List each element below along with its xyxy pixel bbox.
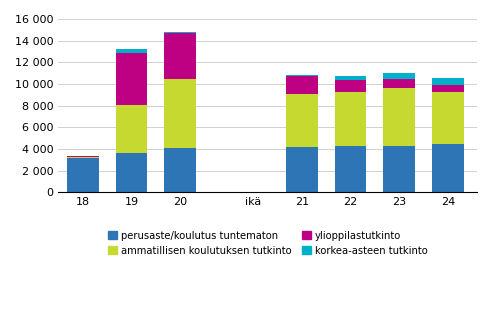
Bar (67, 158, 98, 192)
Bar (67, 156, 98, 157)
Bar (164, 79, 196, 148)
Bar (383, 146, 415, 192)
Bar (286, 94, 318, 147)
Bar (335, 146, 366, 192)
Bar (67, 157, 98, 158)
Bar (164, 32, 196, 33)
Bar (432, 144, 463, 192)
Bar (335, 77, 366, 80)
Bar (335, 92, 366, 146)
Bar (116, 50, 147, 52)
Bar (286, 75, 318, 77)
Bar (116, 153, 147, 192)
Legend: perusaste/koulutus tuntematon, ammatillisen koulutuksen tutkinto, ylioppilastutk: perusaste/koulutus tuntematon, ammatilli… (106, 229, 430, 258)
Bar (432, 92, 463, 144)
Bar (116, 105, 147, 153)
Bar (286, 77, 318, 94)
Bar (116, 52, 147, 105)
Bar (432, 85, 463, 92)
Bar (164, 148, 196, 192)
Bar (432, 78, 463, 85)
Bar (383, 79, 415, 88)
Bar (335, 80, 366, 92)
Bar (286, 147, 318, 192)
Bar (383, 73, 415, 79)
Bar (383, 88, 415, 146)
Bar (164, 33, 196, 79)
